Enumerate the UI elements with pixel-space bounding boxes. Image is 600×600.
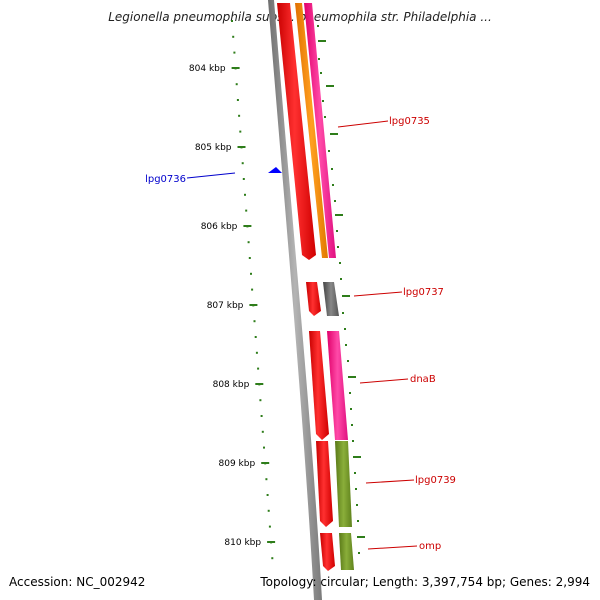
ruler-minor-tick — [260, 415, 263, 417]
ruler-minor-tick — [239, 130, 242, 133]
ruler-minor-tick — [236, 99, 239, 101]
ruler-minor-tick — [259, 399, 262, 402]
ruler-minor-tick — [247, 241, 250, 244]
ruler-minor-tick — [255, 351, 258, 354]
feature-dots — [317, 25, 360, 554]
ruler-major-tick — [261, 462, 270, 464]
cds-arrow-dnaB — [309, 331, 329, 440]
ruler-minor-tick — [253, 320, 256, 323]
ruler-minor-tick — [265, 478, 268, 481]
gene-label-dnab[interactable]: dnaB — [410, 374, 436, 385]
gene-label-lpg0739[interactable]: lpg0739 — [415, 475, 456, 486]
gene-label-omp[interactable]: omp — [419, 541, 441, 552]
ruler-minor-tick — [250, 272, 252, 275]
ruler-minor-tick — [242, 178, 245, 180]
ruler-tick-label: 809 kbp — [219, 459, 256, 469]
ruler-minor-tick — [271, 557, 274, 560]
ruler-major-tick — [231, 67, 240, 69]
ruler-tick-label: 804 kbp — [189, 64, 226, 74]
genome-summary-text: Topology: circular; Length: 3,397,754 bp… — [260, 575, 590, 589]
cds-arrow-lpg0734 — [277, 3, 316, 260]
gene-label-lpg0736[interactable]: lpg0736 — [145, 174, 186, 185]
ruler-minor-tick — [245, 209, 248, 212]
ruler-minor-tick — [244, 193, 246, 196]
magenta-track-dnaB — [327, 331, 348, 440]
feature-block-lpg0737 — [306, 282, 339, 316]
gene-label-lpg0735[interactable]: lpg0735 — [389, 116, 430, 127]
ruler-major-ticks: 804 kbp 805 kbp 806 kbp 807 kbp 808 kbp 809 k… — [189, 64, 276, 548]
ruler-minor-tick — [261, 430, 264, 433]
ruler-minor-tick — [241, 162, 244, 165]
gene-label-lpg0737[interactable]: lpg0737 — [403, 287, 444, 298]
gene-labels: lpg0735 lpg0736 lpg0737 dnaB lpg0739 omp — [145, 116, 456, 552]
ruler-major-tick — [267, 541, 276, 543]
ruler-minor-tick — [248, 257, 251, 259]
cds-arrow-lpg0736 — [306, 282, 321, 316]
ruler-minor-tick — [235, 83, 238, 86]
ruler-major-tick — [249, 304, 258, 306]
ruler-major-tick — [237, 146, 246, 148]
feature-block-lpg0739 — [316, 441, 352, 527]
ruler-major-tick — [243, 225, 252, 227]
olive-track-lpg0739 — [335, 441, 352, 527]
ruler-tick-label: 808 kbp — [213, 380, 250, 390]
lpg0736-marker-icon — [268, 167, 282, 173]
feature-ticks — [318, 40, 365, 538]
ruler-minor-ticks — [231, 20, 274, 560]
accession-text: Accession: NC_002942 — [9, 575, 146, 589]
orange-track — [295, 3, 328, 258]
ruler-minor-tick — [238, 114, 241, 117]
cds-arrow-omp — [320, 533, 335, 571]
ruler-tick-label: 810 kbp — [224, 538, 261, 548]
grey-track — [323, 282, 339, 316]
ruler-minor-tick — [254, 336, 257, 338]
ruler-tick-label: 805 kbp — [195, 143, 232, 153]
ruler-minor-tick — [231, 20, 233, 22]
label-leaders — [186, 120, 418, 550]
ruler-minor-tick — [268, 525, 271, 528]
ruler-minor-tick — [257, 367, 260, 370]
ruler-major-tick — [255, 383, 264, 385]
feature-block-dnaB — [309, 331, 348, 440]
olive-track-omp — [339, 533, 354, 570]
magenta-track — [304, 3, 336, 258]
ruler-tick-label: 806 kbp — [201, 222, 238, 232]
genome-backbone — [268, 0, 322, 600]
ruler-minor-tick — [267, 509, 270, 512]
feature-block-omp — [320, 533, 354, 571]
ruler-minor-tick — [232, 35, 235, 38]
ruler-minor-tick — [263, 446, 265, 449]
ruler-tick-label: 807 kbp — [207, 301, 244, 311]
ruler-minor-tick — [233, 51, 236, 54]
feature-block-lpg0735 — [277, 3, 336, 260]
ruler-minor-tick — [266, 494, 269, 496]
cds-arrow-lpg0739 — [316, 441, 333, 527]
ruler-minor-tick — [251, 288, 254, 291]
